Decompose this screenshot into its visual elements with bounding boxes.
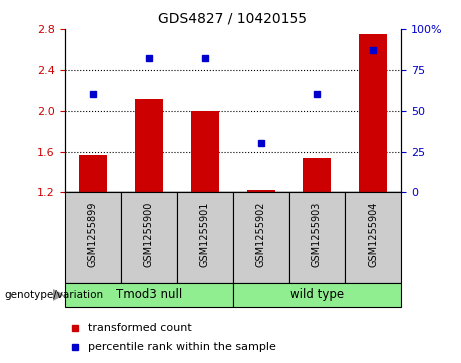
Bar xyxy=(233,192,289,283)
Bar xyxy=(121,192,177,283)
Title: GDS4827 / 10420155: GDS4827 / 10420155 xyxy=(158,11,307,25)
Text: GSM1255903: GSM1255903 xyxy=(312,201,322,267)
Bar xyxy=(233,283,401,307)
Bar xyxy=(289,192,345,283)
Text: wild type: wild type xyxy=(290,289,344,301)
Bar xyxy=(135,99,163,192)
Bar xyxy=(177,192,233,283)
Text: genotype/variation: genotype/variation xyxy=(5,290,104,300)
Bar xyxy=(191,111,219,192)
Text: transformed count: transformed count xyxy=(88,323,192,333)
Text: GSM1255902: GSM1255902 xyxy=(256,201,266,267)
Bar xyxy=(247,190,275,192)
Bar xyxy=(65,283,233,307)
Bar xyxy=(359,34,387,192)
Text: Tmod3 null: Tmod3 null xyxy=(116,289,182,301)
Bar xyxy=(78,155,106,192)
Bar xyxy=(65,192,121,283)
Polygon shape xyxy=(53,290,63,300)
Text: percentile rank within the sample: percentile rank within the sample xyxy=(88,342,276,352)
Text: GSM1255904: GSM1255904 xyxy=(368,201,378,267)
Text: GSM1255899: GSM1255899 xyxy=(88,201,98,267)
Text: GSM1255901: GSM1255901 xyxy=(200,201,210,267)
Text: GSM1255900: GSM1255900 xyxy=(144,201,154,267)
Bar xyxy=(345,192,401,283)
Bar xyxy=(303,158,331,192)
